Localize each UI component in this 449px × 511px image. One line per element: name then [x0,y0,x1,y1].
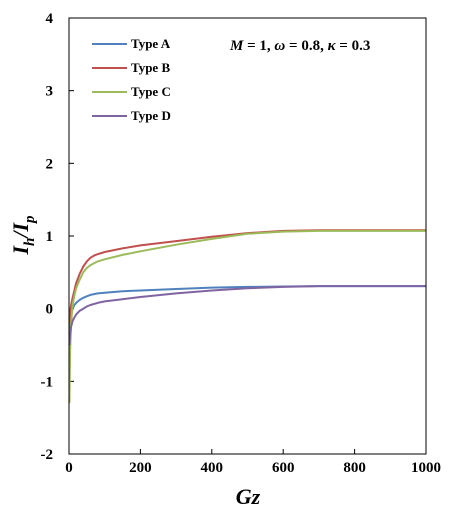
x-tick-label: 1000 [411,460,441,476]
y-tick-label: 3 [46,84,54,100]
legend-label: Type A [131,36,171,51]
x-tick-label: 800 [343,460,366,476]
legend-label: Type B [131,60,170,75]
annotation-text: M = 1, ω = 0.8, κ = 0.3 [229,38,370,54]
x-ticks: 0 200 400 600 800 1000 [65,449,441,476]
y-tick-label: -1 [41,374,54,390]
series-line-type-c [68,229,426,404]
plot-frame [68,17,427,455]
legend: Type A Type B Type C Type D [92,36,171,123]
x-tick-label: 600 [272,460,295,476]
series-line-type-d [68,285,426,346]
y-tick-label: -2 [41,447,54,463]
series-layer [68,229,426,404]
series-line-type-b [68,229,426,324]
y-tick-label: 2 [46,156,54,172]
series-line-type-a [68,285,426,335]
x-tick-label: 200 [129,460,152,476]
y-tick-label: 0 [46,302,54,318]
y-tick-label: 4 [46,11,54,27]
y-ticks: -2 -1 0 1 2 3 4 [41,11,74,463]
x-tick-label: 400 [201,460,224,476]
legend-label: Type D [131,108,171,123]
x-tick-label: 0 [65,460,73,476]
legend-label: Type C [131,84,171,99]
y-tick-label: 1 [46,229,54,245]
x-axis-title: Gz [236,484,261,509]
y-axis-title: Ih/Ip [8,215,38,256]
